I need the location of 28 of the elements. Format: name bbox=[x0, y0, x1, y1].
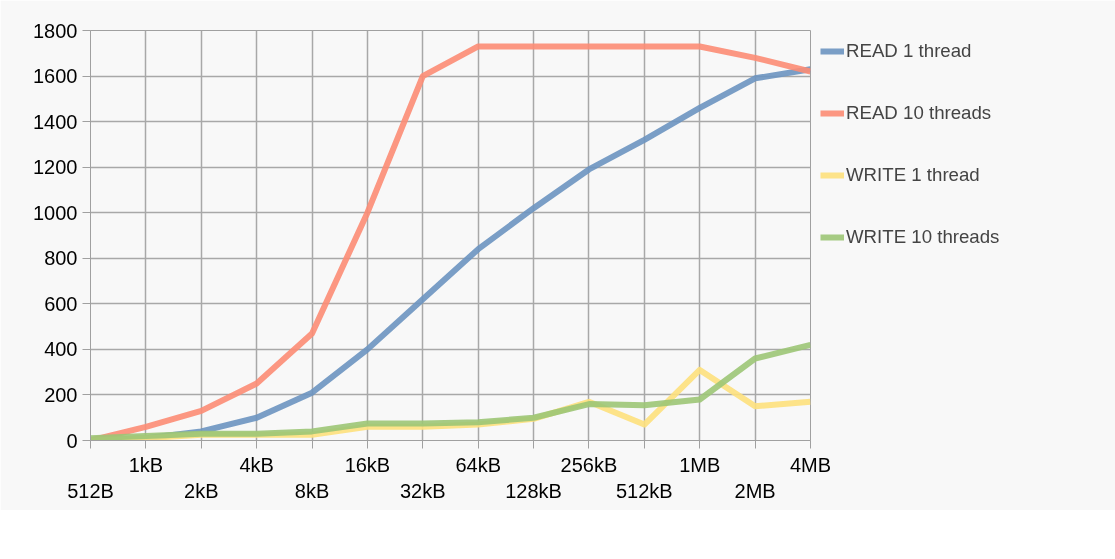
legend-label: WRITE 10 threads bbox=[846, 226, 1000, 248]
legend-label: READ 10 threads bbox=[846, 102, 992, 124]
y-tick-label: 600 bbox=[44, 292, 78, 315]
y-tick-label: 1000 bbox=[33, 201, 78, 224]
x-tick-label: 128kB bbox=[505, 479, 562, 502]
x-tick-label: 1MB bbox=[679, 453, 721, 476]
x-tick-label: 64kB bbox=[455, 453, 501, 476]
y-tick-label: 1800 bbox=[33, 19, 78, 42]
x-tick-label: 256kB bbox=[560, 453, 618, 476]
x-tick-label: 1kB bbox=[128, 453, 164, 476]
legend-label: READ 1 thread bbox=[846, 40, 972, 62]
x-tick-label: 16kB bbox=[344, 453, 391, 476]
legend-label: WRITE 1 thread bbox=[846, 164, 980, 186]
x-tick-label: 2MB bbox=[734, 479, 776, 502]
x-tick-label: 4MB bbox=[789, 453, 832, 476]
y-tick-label: 200 bbox=[44, 383, 78, 406]
x-tick-label: 32kB bbox=[400, 479, 446, 502]
x-tick-label: 2kB bbox=[184, 479, 219, 502]
x-tick-label: 512kB bbox=[615, 479, 673, 502]
y-tick-label: 400 bbox=[44, 338, 78, 361]
y-tick-label: 800 bbox=[44, 247, 78, 270]
y-tick-label: 1600 bbox=[33, 65, 78, 88]
x-tick-label: 512B bbox=[67, 479, 114, 502]
x-tick-label: 8kB bbox=[294, 479, 330, 502]
y-tick-label: 0 bbox=[66, 429, 78, 452]
x-tick-label: 4kB bbox=[239, 453, 274, 476]
y-tick-label: 1400 bbox=[33, 110, 78, 133]
y-tick-label: 1200 bbox=[33, 156, 78, 179]
